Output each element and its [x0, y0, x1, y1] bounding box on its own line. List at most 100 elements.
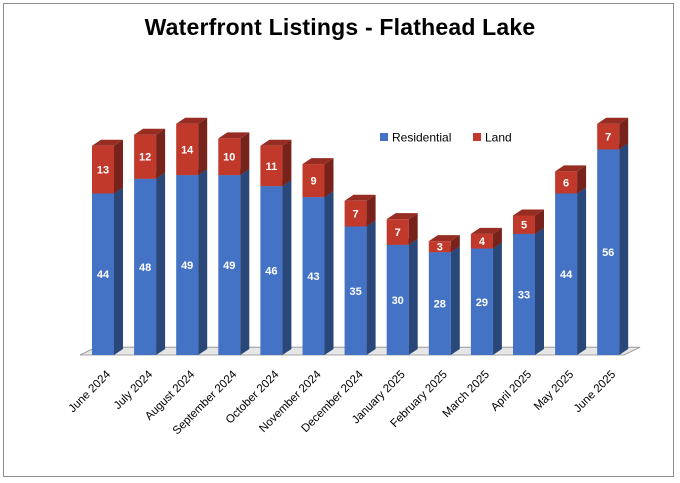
bar-top [176, 117, 208, 124]
legend-item-land: Land [473, 131, 512, 145]
data-label: 28 [434, 299, 446, 311]
bar-front [513, 215, 535, 234]
bar-side [156, 128, 166, 179]
data-label: 46 [265, 266, 277, 278]
bar-side [366, 194, 376, 227]
bar-side [240, 169, 250, 355]
bar-top [92, 139, 123, 146]
data-label: 48 [139, 262, 151, 274]
data-label: 49 [181, 260, 193, 272]
bar-front [344, 226, 367, 355]
bar-residential-june-2024: 44 [92, 187, 123, 355]
bar-land-december-2024: 7 [344, 194, 376, 227]
bar-front [260, 145, 283, 187]
bar-land-october-2024: 11 [260, 139, 292, 187]
bar-side [619, 143, 629, 355]
bar-front [176, 175, 199, 355]
bar-front [218, 175, 241, 355]
bar-residential-april-2025: 33 [513, 227, 544, 355]
x-tick-label: July 2024 [112, 368, 156, 412]
bar-top [555, 165, 587, 172]
bar-top [597, 117, 629, 124]
data-label: 49 [223, 260, 235, 272]
bar-residential-october-2024: 46 [260, 180, 292, 355]
data-label: 4 [479, 236, 486, 248]
data-label: 14 [181, 144, 194, 156]
bar-residential-march-2025: 29 [470, 242, 502, 355]
bar-side [198, 169, 208, 355]
bar-front [260, 186, 283, 355]
bar-residential-august-2024: 49 [176, 169, 208, 355]
bar-residential-may-2025: 44 [555, 187, 587, 355]
bar-front [513, 233, 535, 355]
bar-residential-november-2024: 43 [302, 191, 334, 355]
data-label: 33 [518, 289, 530, 301]
bar-top [302, 158, 334, 165]
data-label: 29 [476, 297, 488, 309]
bar-land-june-2024: 13 [92, 139, 123, 194]
bar-land-august-2024: 14 [176, 117, 208, 176]
bar-land-april-2025: 5 [513, 209, 544, 234]
data-label: 44 [560, 269, 573, 281]
bar-land-march-2025: 4 [470, 227, 502, 249]
bar-front [92, 145, 114, 194]
bar-side [577, 187, 587, 355]
data-label: 7 [353, 209, 359, 221]
chart-title: Waterfront Listings - Flathead Lake [144, 14, 536, 40]
legend-swatch [473, 133, 481, 141]
bar-top [386, 213, 418, 220]
legend-swatch [380, 133, 388, 141]
bar-land-may-2025: 6 [555, 165, 587, 194]
data-label: 7 [605, 132, 611, 144]
bar-front [92, 193, 114, 355]
bar-land-february-2025: 3 [428, 235, 460, 254]
bar-front [597, 123, 620, 150]
bar-side [114, 139, 123, 194]
bar-side [492, 227, 502, 249]
bar-front [218, 138, 241, 176]
bar-front [470, 248, 493, 355]
bar-front [302, 164, 325, 198]
bar-front [344, 200, 367, 227]
bar-side [535, 227, 544, 355]
data-label: 43 [307, 271, 319, 283]
bar-top [134, 128, 166, 135]
bar-side [450, 246, 460, 355]
bar-side [619, 117, 629, 150]
bar-land-january-2025: 7 [386, 213, 418, 245]
data-label: 5 [521, 220, 527, 232]
x-tick-label: April 2025 [489, 369, 534, 414]
bar-front [176, 123, 199, 176]
x-tick-label: May 2025 [532, 369, 576, 413]
bars: 44 13 48 12 49 14 49 10 46 11 43 9 35 7 30 7 28 3 29 4 33 5 44… [92, 117, 629, 355]
bar-side [240, 132, 250, 176]
bar-side [114, 187, 123, 355]
bar-top [428, 235, 460, 242]
data-label: 56 [602, 247, 614, 259]
bar-residential-january-2025: 30 [386, 238, 418, 355]
bar-front [386, 219, 409, 245]
bar-front [555, 193, 578, 355]
data-label: 12 [139, 152, 151, 164]
bar-residential-september-2024: 49 [218, 169, 250, 355]
legend-label: Residential [392, 131, 451, 145]
data-label: 35 [349, 286, 361, 298]
x-tick-label: June 2024 [67, 368, 114, 415]
bar-residential-february-2025: 28 [428, 246, 460, 355]
bar-side [324, 158, 334, 198]
bar-side [408, 213, 418, 245]
bar-side [408, 238, 418, 355]
bar-top [260, 139, 292, 146]
bar-side [577, 165, 587, 194]
bar-front [386, 244, 409, 355]
bar-front [428, 252, 451, 355]
data-label: 7 [395, 227, 401, 239]
bar-front [428, 241, 451, 253]
bar-front [470, 233, 493, 249]
data-label: 6 [563, 177, 569, 189]
bar-side [156, 172, 166, 355]
bar-front [555, 171, 578, 194]
bar-top [344, 194, 376, 201]
